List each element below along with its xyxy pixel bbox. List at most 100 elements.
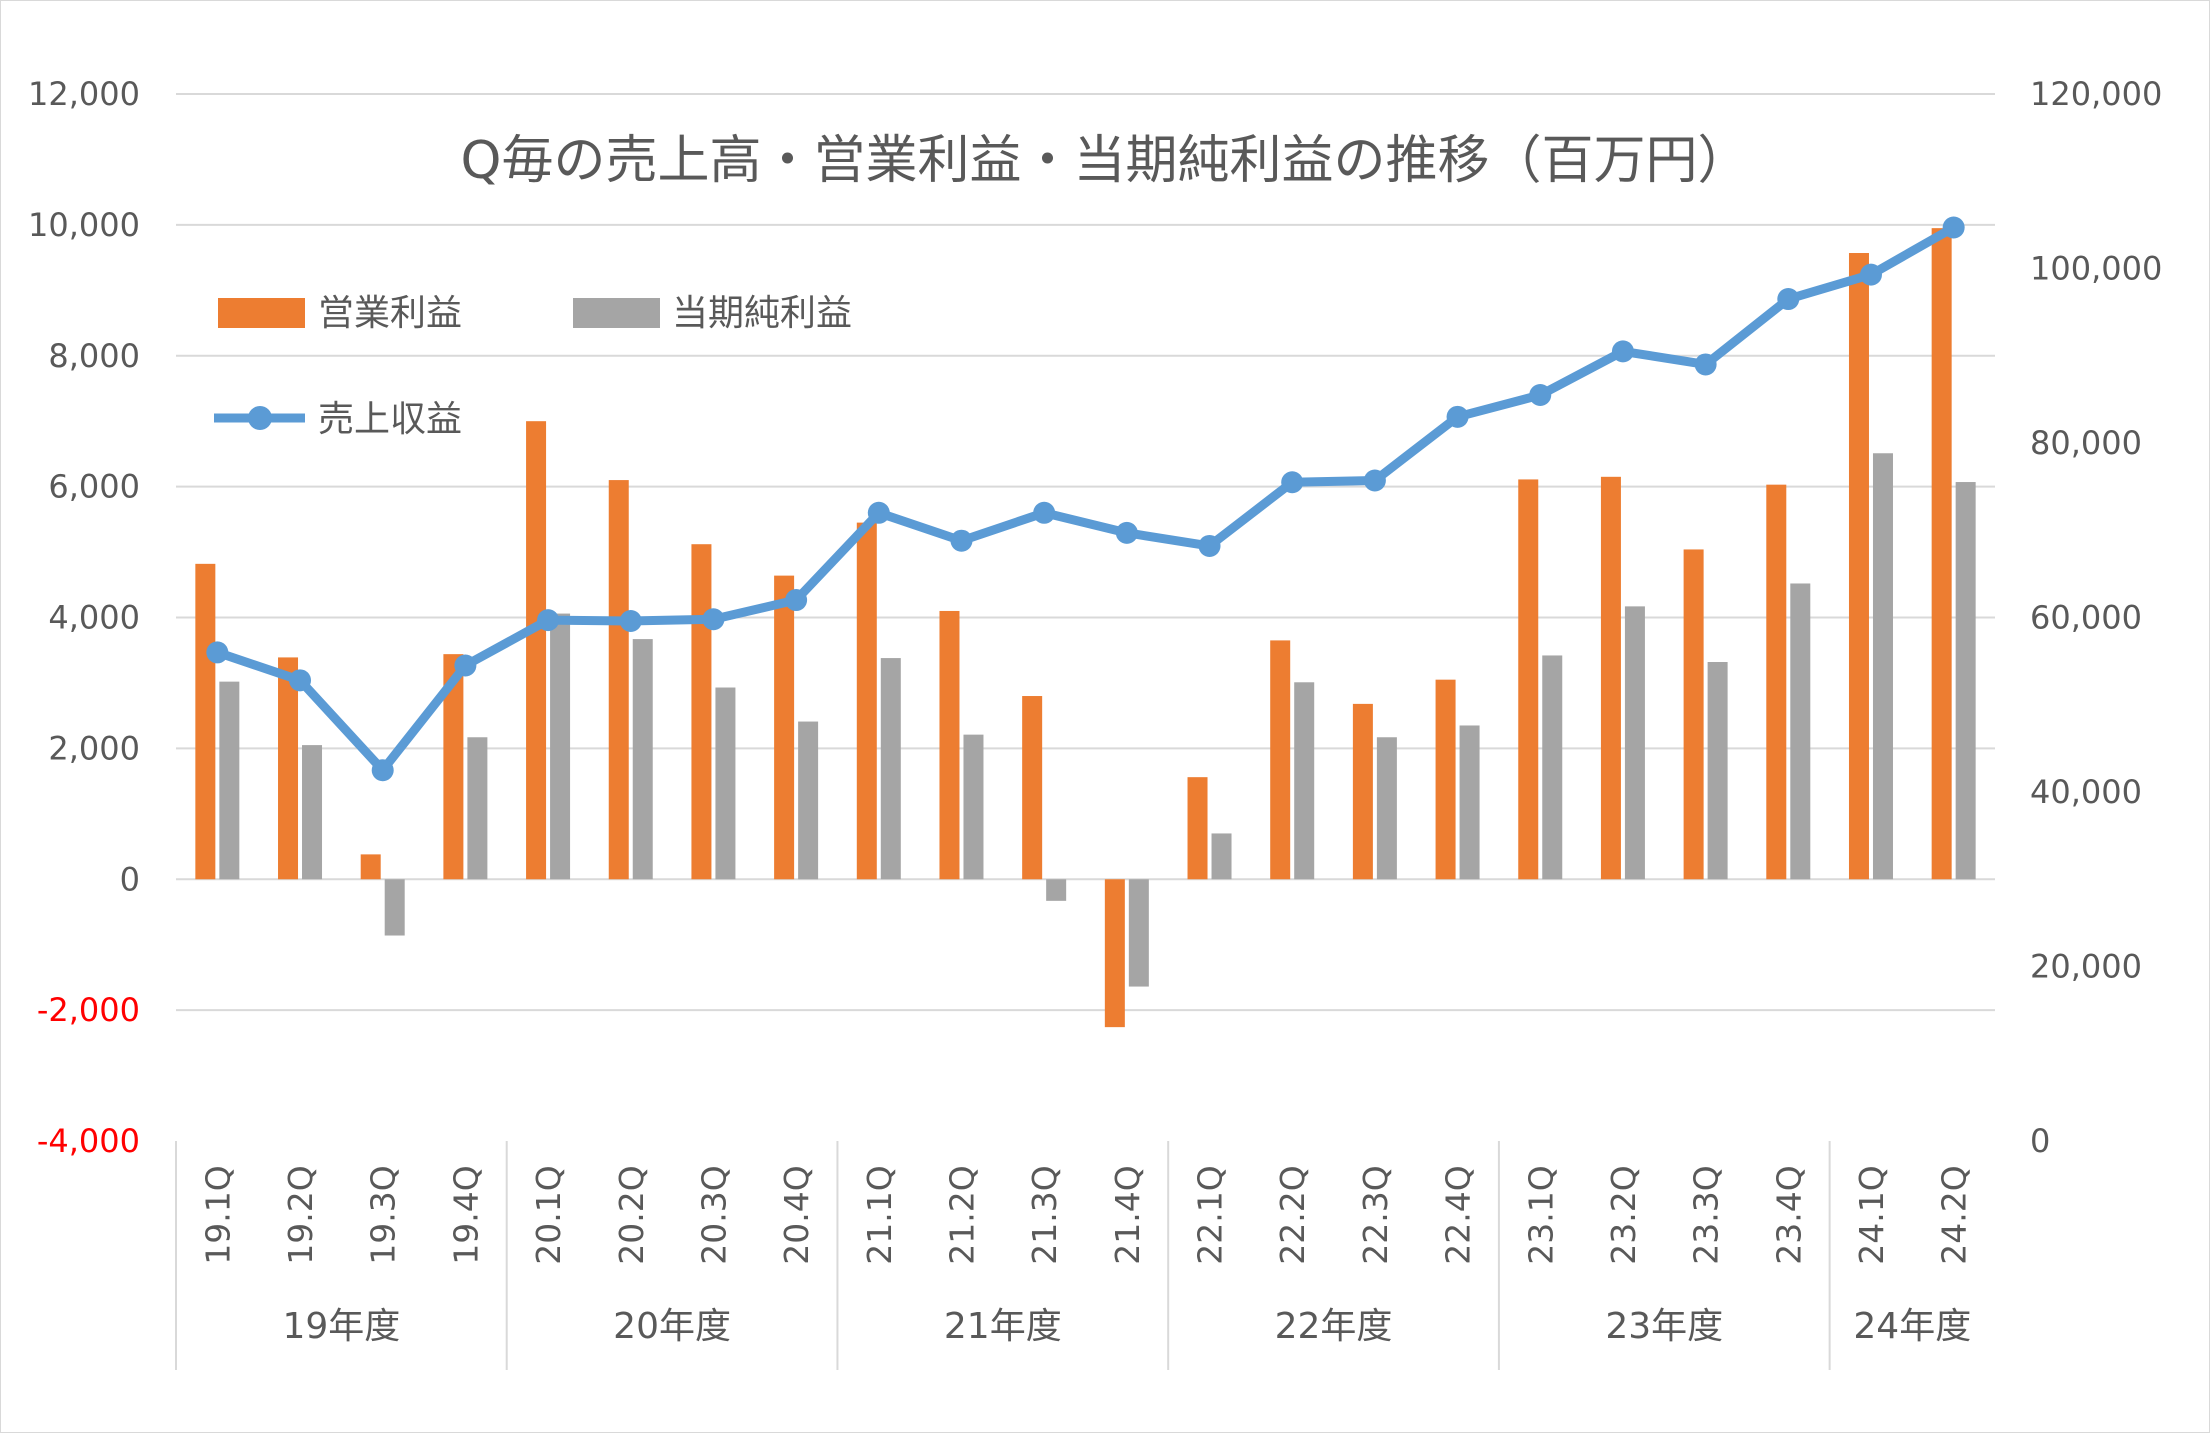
right-axis: 0 20,000 40,000 60,000 80,000 100,000 120,000 xyxy=(2030,75,2162,1160)
bar-net-profit xyxy=(467,737,488,880)
bar-net-profit xyxy=(880,658,901,880)
bar-net-profit xyxy=(1542,655,1563,880)
group-label: 23年度 xyxy=(1605,1306,1723,1347)
left-axis-tick-label: 12,000 xyxy=(28,75,140,113)
bar-operating-profit xyxy=(1518,479,1539,880)
bar-operating-profit xyxy=(1435,679,1456,880)
bar-net-profit xyxy=(1046,879,1067,901)
bar-net-profit xyxy=(1376,737,1397,880)
category-label: 19.1Q xyxy=(198,1165,237,1264)
right-axis-tick-label: 120,000 xyxy=(2030,75,2162,113)
bar-net-profit xyxy=(1459,725,1480,880)
bar-operating-profit xyxy=(608,480,629,880)
right-axis-tick-label: 60,000 xyxy=(2030,599,2142,637)
marker-revenue xyxy=(454,654,477,677)
bar-operating-profit xyxy=(1104,879,1125,1028)
bar-operating-profit xyxy=(1683,549,1704,880)
category-label: 19.4Q xyxy=(446,1165,485,1264)
bar-net-profit xyxy=(1211,833,1232,880)
category-label: 19.3Q xyxy=(364,1165,403,1264)
marker-revenue xyxy=(1529,384,1552,407)
marker-revenue xyxy=(1363,469,1386,492)
group-label: 19年度 xyxy=(282,1306,400,1347)
bar-net-profit xyxy=(1624,606,1645,880)
category-label: 23.1Q xyxy=(1521,1165,1560,1264)
category-label: 21.4Q xyxy=(1108,1165,1147,1264)
category-label: 24.2Q xyxy=(1935,1165,1974,1264)
bar-net-profit xyxy=(1955,482,1976,880)
bar-operating-profit xyxy=(526,421,547,880)
bar-operating-profit xyxy=(1352,703,1373,880)
group-label: 22年度 xyxy=(1275,1306,1393,1347)
category-label: 21.1Q xyxy=(860,1165,899,1264)
right-axis-tick-label: 20,000 xyxy=(2030,948,2142,986)
marker-revenue xyxy=(1694,353,1717,376)
category-label: 22.2Q xyxy=(1273,1165,1312,1264)
marker-revenue xyxy=(371,759,394,782)
category-label: 20.4Q xyxy=(777,1165,816,1264)
category-label: 20.1Q xyxy=(529,1165,568,1264)
bar-net-profit xyxy=(1128,879,1149,987)
bar-net-profit xyxy=(302,745,323,880)
bar-operating-profit xyxy=(939,610,960,880)
bar-net-profit xyxy=(963,734,984,880)
bar-net-profit xyxy=(219,681,240,880)
marker-revenue xyxy=(1446,405,1469,428)
marker-revenue xyxy=(1033,501,1056,524)
right-axis-tick-label: 0 xyxy=(2030,1122,2050,1160)
marker-revenue xyxy=(206,641,229,664)
legend-label-revenue: 売上収益 xyxy=(318,399,462,440)
right-axis-tick-label: 100,000 xyxy=(2030,250,2162,288)
bar-operating-profit xyxy=(1270,640,1291,880)
marker-revenue xyxy=(1611,340,1634,363)
line-series-layer xyxy=(206,216,1965,782)
legend-swatch-net-profit xyxy=(573,298,660,328)
category-label: 22.4Q xyxy=(1439,1165,1478,1264)
category-label: 21.3Q xyxy=(1025,1165,1064,1264)
marker-revenue xyxy=(537,609,560,632)
bar-net-profit xyxy=(632,639,653,880)
group-label: 20年度 xyxy=(613,1306,731,1347)
left-axis-tick-label: 8,000 xyxy=(48,337,140,375)
bar-net-profit xyxy=(1707,661,1728,880)
group-label: 24年度 xyxy=(1853,1306,1971,1347)
marker-revenue xyxy=(1777,288,1800,311)
right-axis-tick-label: 40,000 xyxy=(2030,773,2142,811)
legend: 営業利益 当期純利益 売上収益 xyxy=(214,293,852,440)
category-label: 19.2Q xyxy=(281,1165,320,1264)
marker-revenue xyxy=(1942,216,1965,239)
bar-operating-profit xyxy=(1187,777,1208,880)
bar-operating-profit xyxy=(1931,228,1952,880)
left-axis: -4,000 -2,000 0 2,000 4,000 6,000 8,000 10,000 1… xyxy=(28,75,140,1160)
bar-net-profit xyxy=(1790,583,1811,880)
left-axis-tick-label: 0 xyxy=(120,860,140,898)
legend-marker-revenue xyxy=(248,406,272,430)
left-axis-tick-label: 2,000 xyxy=(48,729,140,767)
bar-net-profit xyxy=(384,879,405,936)
marker-revenue xyxy=(867,501,890,524)
category-label: 23.4Q xyxy=(1769,1165,1808,1264)
group-label: 21年度 xyxy=(944,1306,1062,1347)
category-label: 21.2Q xyxy=(942,1165,981,1264)
left-axis-tick-label: 6,000 xyxy=(48,468,140,506)
marker-revenue xyxy=(950,529,973,552)
bar-operating-profit xyxy=(1022,696,1043,880)
legend-swatch-operating-profit xyxy=(218,298,305,328)
category-label: 24.1Q xyxy=(1852,1165,1891,1264)
marker-revenue xyxy=(289,669,312,692)
bar-operating-profit xyxy=(443,654,464,880)
bar-operating-profit xyxy=(1848,253,1869,880)
bar-series-layer xyxy=(195,228,1976,1028)
bar-net-profit xyxy=(1872,453,1893,880)
bar-operating-profit xyxy=(278,657,299,880)
bar-net-profit xyxy=(715,687,736,880)
bar-operating-profit xyxy=(360,854,381,880)
marker-revenue xyxy=(1281,471,1304,494)
legend-label-net-profit: 当期純利益 xyxy=(672,293,852,334)
bar-operating-profit xyxy=(691,544,712,880)
marker-revenue xyxy=(1859,263,1882,286)
bar-net-profit xyxy=(550,613,571,880)
